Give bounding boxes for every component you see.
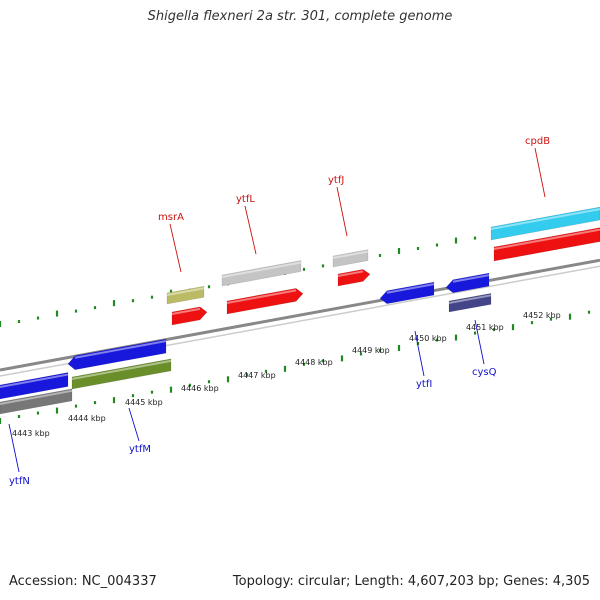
- cds-forward-2: [226, 288, 304, 315]
- gene-reverse-cysQ-highlight: [448, 294, 492, 304]
- gene-label-leader: [414, 330, 425, 377]
- gene-label: msrA: [158, 212, 184, 223]
- gene-forward-cpdB: [490, 206, 600, 241]
- gene-label-leader: [474, 319, 485, 365]
- gene-reverse-ytfN-highlight: [0, 389, 73, 405]
- accession-text: Accession: NC_004337: [9, 574, 157, 589]
- ruler-label: 4449 kbp: [352, 346, 390, 355]
- gene-label: ytfL: [236, 194, 255, 205]
- gene-forward-ytfJ-highlight: [332, 250, 369, 259]
- gene-forward-ytfJ: [332, 249, 369, 268]
- cds-forward-4-highlight: [493, 228, 600, 250]
- ruler-label: 4446 kbp: [181, 384, 219, 393]
- cds-forward-3: [337, 269, 371, 287]
- gene-reverse-ytfM-highlight: [71, 359, 172, 380]
- gene-forward-msrA-highlight: [166, 287, 205, 296]
- cds-reverse-1: [0, 372, 69, 400]
- feature-track: [0, 206, 600, 415]
- gene-label-leader: [8, 423, 20, 473]
- map-title: Shigella flexneri 2a str. 301, complete …: [147, 9, 453, 24]
- ruler-label: 4450 kbp: [409, 334, 447, 343]
- ruler-label: 4445 kbp: [125, 398, 163, 407]
- cds-forward-1-highlight: [171, 307, 201, 315]
- gene-label: cysQ: [472, 367, 497, 378]
- cds-reverse-4: [445, 272, 490, 294]
- gene-label: ytfN: [9, 476, 30, 487]
- cds-reverse-2-highlight: [74, 340, 167, 359]
- gene-forward-msrA: [166, 285, 205, 305]
- gene-labels: msrA ytfL ytfJ cpdB ytfN ytfM ytfI cysQ: [8, 136, 550, 487]
- gene-label: ytfI: [416, 379, 432, 390]
- cds-reverse-4-highlight: [452, 274, 490, 283]
- gene-reverse-cysQ: [448, 292, 492, 313]
- gene-label-leader: [169, 223, 182, 273]
- ruler-label: 4451 kbp: [466, 323, 504, 332]
- gene-forward-ytfL-highlight: [221, 261, 302, 278]
- cds-forward-2-highlight: [226, 289, 297, 304]
- gene-reverse-ytfN: [0, 388, 73, 415]
- cds-forward-3-highlight: [337, 270, 364, 277]
- ruler-label: 4443 kbp: [12, 429, 50, 438]
- gene-label: ytfM: [129, 444, 151, 455]
- ruler-label: 4444 kbp: [68, 414, 106, 423]
- gene-label: ytfJ: [328, 175, 344, 186]
- gene-forward-ytfL: [221, 260, 302, 287]
- cds-reverse-1-highlight: [0, 373, 69, 388]
- ruler-labels: 4443 kbp 4444 kbp 4445 kbp 4446 kbp 4447 kbp…: [12, 311, 561, 438]
- ruler-label: 4447 kbp: [238, 371, 276, 380]
- gene-label-leader: [336, 186, 348, 237]
- topology-text: Topology: circular; Length: 4,607,203 bp…: [232, 574, 590, 589]
- reverse-tick-track: [0, 310, 591, 424]
- gene-label-leader: [128, 407, 140, 442]
- ruler-label: 4452 kbp: [523, 311, 561, 320]
- gene-label-leader: [534, 147, 546, 198]
- gene-reverse-ytfM: [71, 358, 172, 390]
- cds-reverse-2: [67, 338, 167, 371]
- ruler-label: 4448 kbp: [295, 358, 333, 367]
- cds-forward-4: [493, 227, 600, 262]
- gene-forward-cpdB-highlight: [490, 208, 600, 230]
- cds-reverse-3: [379, 281, 435, 305]
- gene-label-leader: [244, 205, 257, 255]
- cds-reverse-3-highlight: [386, 283, 435, 294]
- gene-label: cpdB: [525, 136, 550, 147]
- cds-forward-1: [171, 306, 208, 326]
